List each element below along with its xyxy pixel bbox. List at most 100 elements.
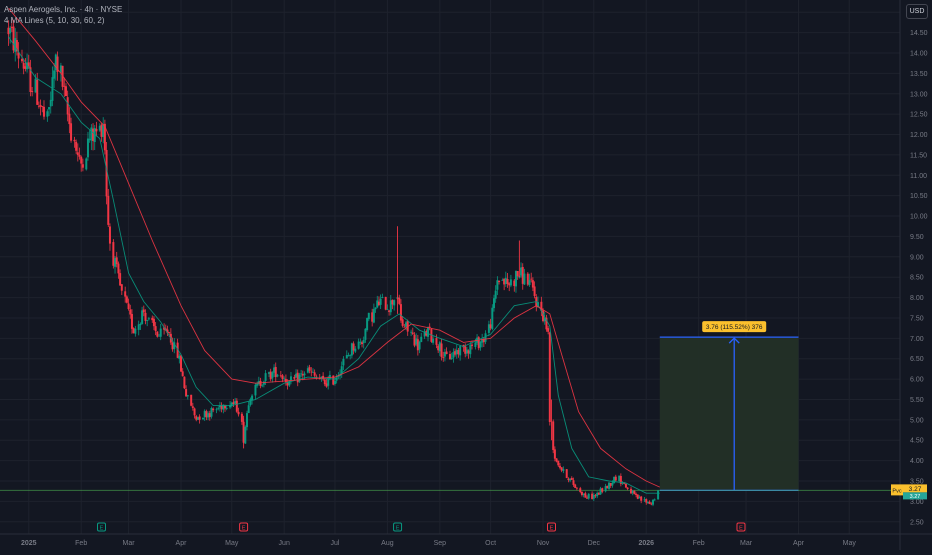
candle-body (601, 488, 604, 492)
candle-body (389, 300, 392, 313)
candle-body (54, 54, 57, 71)
candle-body (49, 99, 52, 107)
candle-body (274, 366, 277, 378)
candle-body (440, 343, 443, 357)
earnings-marker-label: E (739, 526, 743, 532)
candle-body (377, 301, 380, 306)
candle-body (107, 196, 110, 225)
candle-body (31, 91, 34, 93)
candle-body (352, 343, 355, 351)
candle-body (597, 492, 600, 495)
candle-body (613, 476, 616, 484)
candle-body (498, 280, 501, 283)
candle-body (154, 326, 157, 331)
candle-body (256, 383, 259, 386)
last-price-badge (903, 484, 927, 493)
x-tick-label: Apr (793, 540, 805, 547)
candle-body (41, 106, 44, 108)
y-tick-label: 3.00 (910, 499, 924, 506)
x-tick-label: Nov (537, 540, 550, 547)
candle-body (296, 372, 299, 383)
candle-body (191, 406, 194, 408)
candle-body (416, 339, 419, 351)
x-tick-label: Dec (588, 540, 601, 547)
indicator-legend[interactable]: 4 MA Lines (5, 10, 30, 60, 2) (4, 16, 105, 25)
x-tick-label: Feb (75, 540, 87, 547)
candle-body (398, 297, 401, 304)
x-tick-label: May (843, 540, 857, 547)
candle-body (271, 372, 274, 379)
candle-body (163, 327, 166, 330)
candle-body (630, 488, 633, 494)
candle-body (308, 367, 311, 371)
candle-body (129, 309, 132, 315)
candle-body (624, 483, 627, 488)
y-tick-label: 4.50 (910, 438, 924, 445)
candle-body (70, 123, 73, 141)
candle-body (491, 307, 494, 329)
candle-body (217, 407, 220, 409)
projection-label: 3.76 (115.52%) 376 (706, 324, 763, 331)
x-tick-label: Sep (434, 540, 447, 547)
candle-body (403, 326, 406, 328)
candle-body (327, 378, 330, 386)
candle-body (464, 346, 467, 354)
candle-body (289, 376, 292, 381)
y-tick-label: 13.00 (910, 91, 928, 98)
candle-body (557, 460, 560, 466)
candle-body (562, 469, 565, 471)
candle-body (608, 482, 611, 489)
candle-body (159, 328, 162, 337)
candle-body (261, 385, 264, 387)
y-tick-label: 12.00 (910, 132, 928, 139)
candle-body (125, 296, 128, 303)
candle-body (631, 490, 634, 494)
currency-button[interactable]: USD (906, 4, 928, 19)
candle-body (372, 309, 375, 323)
candle-body (411, 332, 414, 334)
candle-body (454, 351, 457, 355)
candle-body (635, 493, 638, 496)
y-tick-label: 14.00 (910, 50, 928, 57)
candle-body (611, 482, 614, 486)
candle-body (80, 156, 83, 164)
candle-body (225, 408, 228, 409)
candle-body (190, 394, 193, 406)
candle-body (222, 404, 225, 410)
candle-body (328, 375, 331, 379)
candle-body (180, 355, 183, 372)
candle-body (176, 342, 179, 358)
candle-body (449, 354, 451, 360)
candle-body (364, 328, 367, 340)
candle-body (171, 342, 174, 350)
last-price-value: 3.27 (909, 486, 922, 493)
candle-body (506, 279, 509, 284)
y-tick-label: 5.50 (910, 397, 924, 404)
candle-body (332, 375, 335, 385)
candle-body (262, 381, 265, 385)
candle-body (183, 376, 186, 389)
x-tick-label: Apr (176, 540, 188, 547)
candle-body (459, 346, 462, 356)
candle-body (489, 324, 492, 329)
candle-body (76, 152, 79, 155)
x-tick-label: Oct (485, 540, 496, 547)
candle-body (229, 405, 232, 408)
candle-body (487, 324, 490, 333)
candle-body (361, 342, 364, 345)
candle-body (210, 408, 213, 417)
candle-body (20, 58, 23, 62)
candle-body (420, 336, 423, 343)
candle-body (342, 358, 345, 366)
candle-body (14, 38, 17, 52)
candle-body (477, 337, 480, 349)
candle-body (181, 371, 184, 377)
symbol-title[interactable]: Aspen Aerogels, Inc. · 4h · NYSE (4, 5, 123, 14)
candle-body (652, 500, 655, 505)
candle-body (318, 378, 321, 380)
candle-body (22, 62, 25, 69)
candle-body (442, 357, 445, 358)
candle-body (520, 267, 523, 276)
